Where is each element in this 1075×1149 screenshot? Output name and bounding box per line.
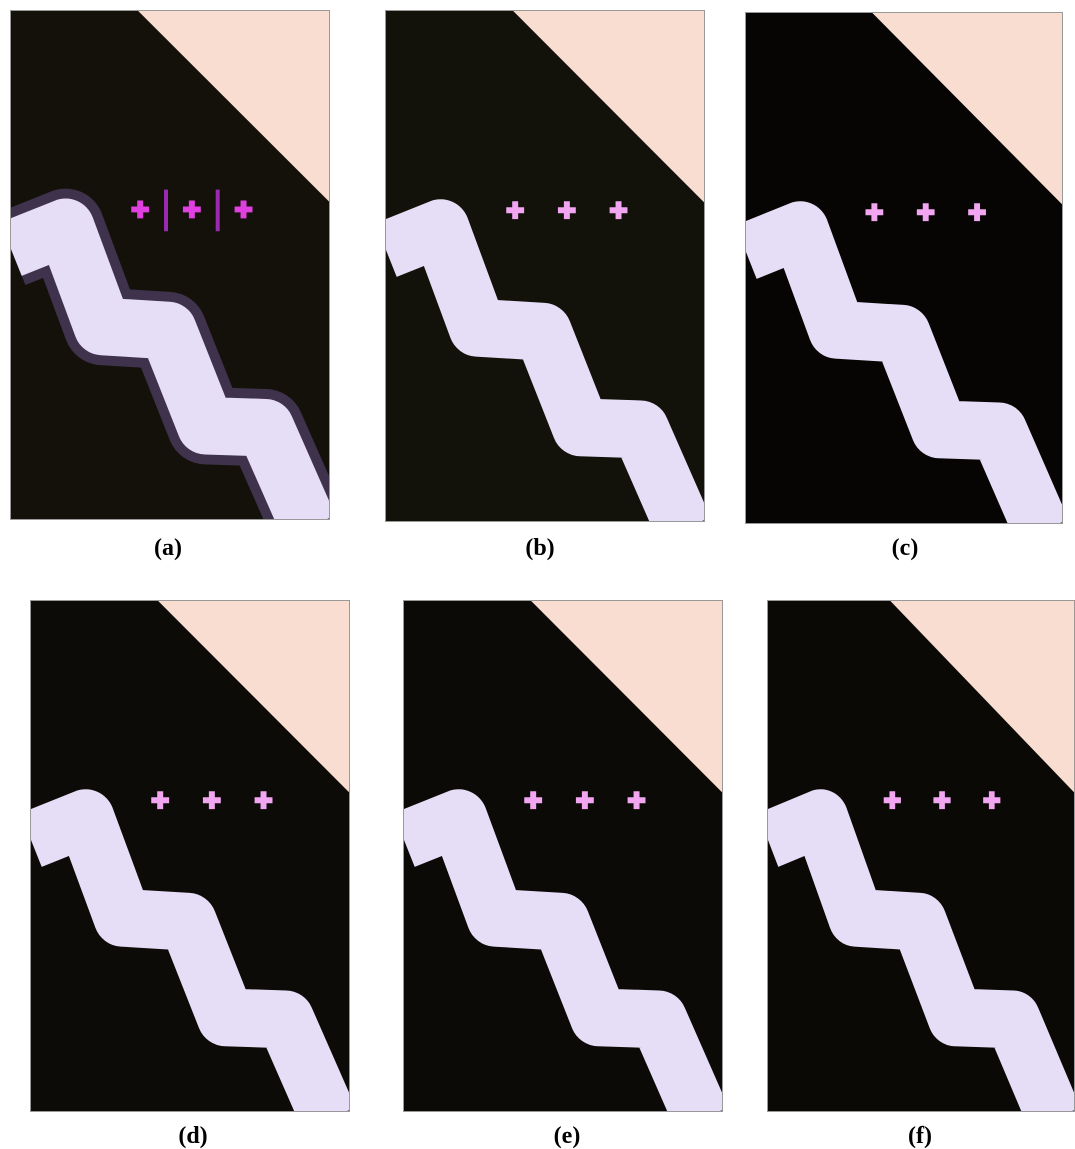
cross-marker bbox=[131, 200, 150, 219]
peach-region bbox=[158, 601, 349, 793]
lavender-band bbox=[768, 789, 1074, 1111]
panel-image bbox=[403, 600, 723, 1112]
lavender-band bbox=[386, 199, 704, 521]
panel-caption: (a) bbox=[154, 535, 182, 561]
cross-marker bbox=[575, 791, 594, 810]
bar-marker bbox=[164, 189, 169, 232]
cross-marker bbox=[506, 201, 525, 220]
cross-marker bbox=[254, 791, 273, 810]
panel-image bbox=[385, 10, 705, 522]
cross-marker bbox=[524, 791, 543, 810]
panel-image bbox=[30, 600, 350, 1112]
bar-marker bbox=[215, 189, 220, 232]
cross-marker bbox=[627, 791, 646, 810]
cross-marker bbox=[933, 791, 951, 810]
cross-marker bbox=[968, 203, 986, 222]
lavender-band bbox=[11, 198, 329, 519]
lavender-band bbox=[404, 789, 722, 1111]
cross-marker bbox=[557, 201, 576, 220]
cross-marker bbox=[883, 791, 901, 810]
panel-image bbox=[767, 600, 1075, 1112]
panel-image bbox=[745, 12, 1063, 524]
cross-marker bbox=[202, 791, 221, 810]
panel-caption: (e) bbox=[553, 1123, 581, 1149]
panel-caption: (c) bbox=[891, 535, 919, 561]
cross-marker bbox=[234, 200, 253, 219]
peach-region bbox=[138, 11, 329, 202]
cross-marker bbox=[609, 201, 628, 220]
cross-marker bbox=[182, 200, 201, 219]
lavender-band bbox=[31, 789, 349, 1111]
cross-marker bbox=[151, 791, 170, 810]
cross-marker bbox=[916, 203, 935, 222]
panel-caption: (d) bbox=[178, 1123, 208, 1149]
panel-image bbox=[10, 10, 330, 520]
panel-caption: (b) bbox=[525, 535, 555, 561]
cross-marker bbox=[865, 203, 884, 222]
panel-caption: (f) bbox=[908, 1123, 932, 1149]
cross-marker bbox=[983, 791, 1001, 810]
lavender-band bbox=[746, 201, 1062, 523]
